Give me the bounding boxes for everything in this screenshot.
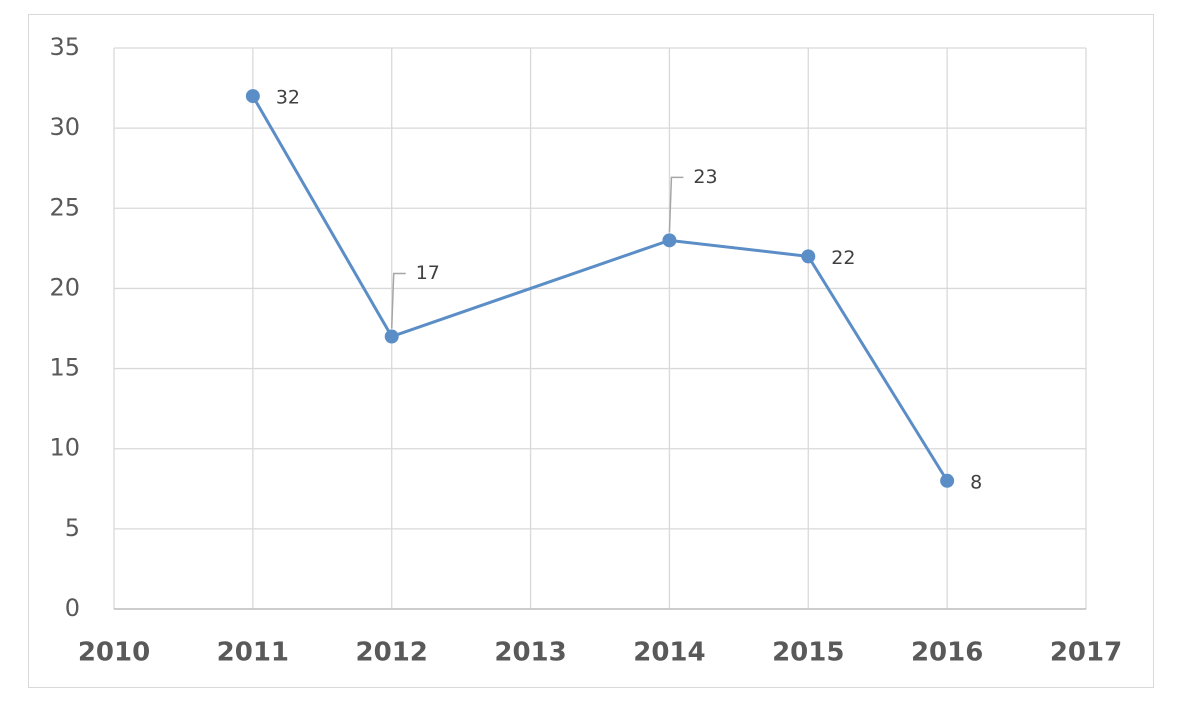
x-tick-label: 2015 <box>772 638 844 668</box>
y-tick-label: 10 <box>49 434 80 462</box>
y-tick-label: 25 <box>49 193 80 221</box>
data-label: 22 <box>831 247 855 269</box>
data-point <box>940 473 955 488</box>
y-tick-label: 20 <box>49 273 80 301</box>
y-tick-label: 5 <box>65 514 80 542</box>
x-tick-label: 2014 <box>633 638 705 668</box>
data-label: 17 <box>416 262 440 284</box>
y-tick-label: 0 <box>65 594 80 622</box>
chart-frame <box>28 14 1154 688</box>
data-point <box>384 329 399 344</box>
y-tick-label: 15 <box>49 354 80 382</box>
x-tick-label: 2010 <box>78 638 150 668</box>
data-label: 23 <box>693 166 717 188</box>
data-label: 8 <box>970 471 982 493</box>
data-point <box>662 233 677 248</box>
data-point <box>801 249 816 264</box>
x-tick-label: 2011 <box>217 638 289 668</box>
x-tick-label: 2016 <box>911 638 983 668</box>
data-point <box>245 89 260 104</box>
x-tick-label: 2012 <box>356 638 428 668</box>
y-tick-label: 35 <box>49 33 80 61</box>
leader-line <box>668 176 684 233</box>
data-label: 32 <box>276 87 300 109</box>
y-tick-label: 30 <box>49 113 80 141</box>
leader-line <box>390 272 406 329</box>
x-tick-label: 2013 <box>494 638 566 668</box>
x-tick-label: 2017 <box>1050 638 1122 668</box>
